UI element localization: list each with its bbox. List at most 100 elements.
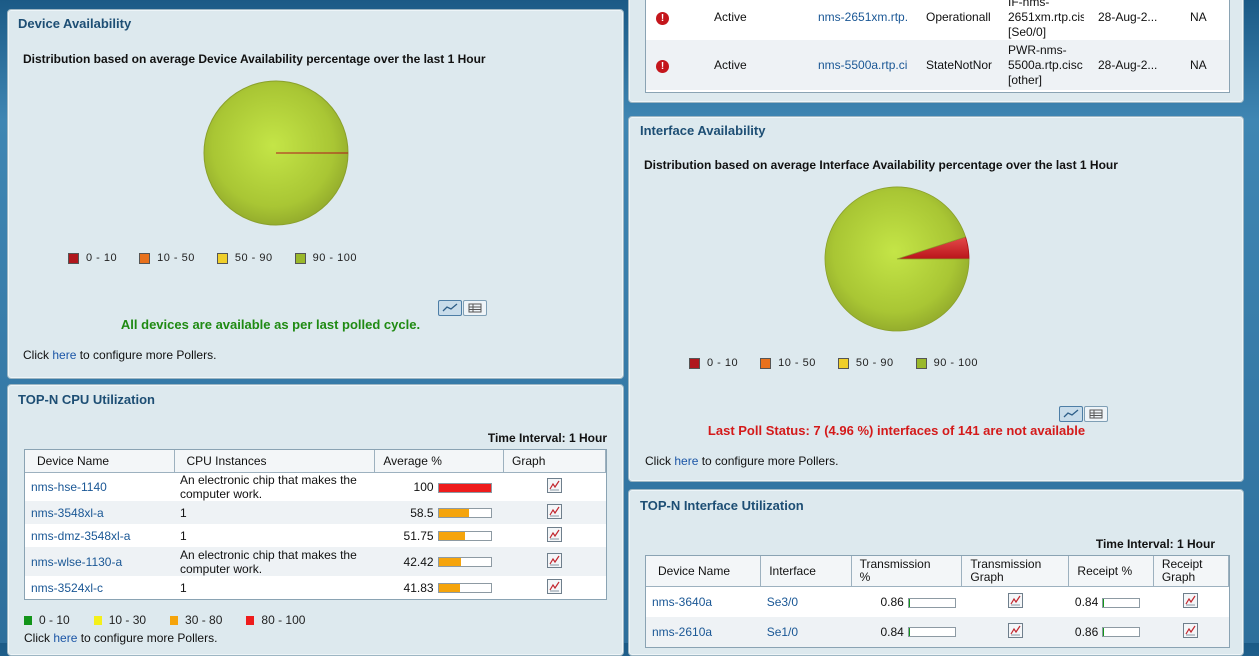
average-bar [438,583,492,593]
column-header[interactable]: Interface [761,556,851,587]
cpu-time-interval: Time Interval: 1 Hour [488,431,607,445]
column-header[interactable]: Device Name [646,556,761,587]
device-name-link[interactable]: nms-hse-1140 [25,473,174,502]
average-cell: 41.83 [375,576,504,599]
alarm-status: Active [708,40,812,90]
legend-swatch [246,616,254,625]
graph-icon[interactable] [547,553,562,568]
alarm-name: Operationall [920,0,1002,40]
column-header-line: % [860,571,954,584]
severity-cell: ! [646,0,708,40]
device-name-link[interactable]: nms-2610a [646,617,761,647]
view-toggle [1059,406,1108,422]
table-row: nms-3524xl-c 1 41.83 [25,576,606,599]
cpu-instance-line: 1 [180,506,369,520]
table-view-icon[interactable] [1084,406,1108,422]
configure-pollers-link[interactable]: here [52,348,76,362]
cpu-instance-line: An electronic chip that makes the [180,548,369,562]
legend-swatch [170,616,178,625]
cpu-instance-line: 1 [180,581,369,595]
average-cell: 42.42 [375,547,504,576]
average-bar-fill [439,584,461,592]
device-name-link[interactable]: nms-3640a [646,587,761,617]
alarm-device-link[interactable]: nms-2651xm.rtp. [812,0,920,40]
column-header[interactable]: CPU Instances [174,450,375,473]
legend-item: 10 - 50 [760,357,816,369]
table-view-icon[interactable] [463,300,487,316]
cpu-utilization-panel: TOP-N CPU Utilization Time Interval: 1 H… [7,384,624,656]
alarm-ack: NA [1184,0,1229,40]
legend-swatch [139,253,150,264]
legend-swatch [94,616,102,625]
cpu-legend: 0 - 10 10 - 30 30 - 80 80 - 100 [24,613,329,627]
device-availability-pie [201,78,351,228]
device-availability-footer: Click here to configure more Pollers. [23,348,216,362]
interface-name-link[interactable]: Se1/0 [761,617,851,647]
legend-label: 0 - 10 [86,252,117,264]
interface-name-link[interactable]: Se3/0 [761,587,851,617]
column-header[interactable]: Device Name [25,450,174,473]
column-header[interactable]: Graph [504,450,606,473]
transmission-bar [908,598,956,608]
legend-item: 0 - 10 [24,613,70,627]
graph-cell [504,576,606,599]
average-bar-fill [439,509,469,517]
legend-swatch [68,253,79,264]
column-header-line: Graph [970,571,1060,584]
device-name-link[interactable]: nms-3548xl-a [25,501,174,524]
device-name-link[interactable]: nms-dmz-3548xl-a [25,524,174,547]
average-bar-fill [439,558,461,566]
graph-icon[interactable] [547,579,562,594]
table-row: nms-3548xl-a 1 58.5 [25,501,606,524]
receipt-bar [1102,598,1140,608]
interface-availability-footer: Click here to configure more Pollers. [645,454,838,468]
transmission-cell: 0.84 [851,617,962,647]
alarm-device-link[interactable]: nms-5500a.rtp.ci [812,40,920,90]
column-header[interactable]: Transmission% [851,556,962,587]
column-header[interactable]: Average % [375,450,504,473]
chart-view-icon[interactable] [438,300,462,316]
graph-icon[interactable] [547,504,562,519]
graph-icon[interactable] [1008,593,1023,608]
configure-pollers-link[interactable]: here [674,454,698,468]
legend-item: 30 - 80 [170,613,222,627]
interface-availability-panel: Interface Availability Distribution base… [628,116,1244,482]
cpu-instance-line: computer work. [180,562,369,576]
device-name-link[interactable]: nms-wlse-1130-a [25,547,174,576]
average-value: 51.75 [404,529,434,543]
alarm-ack: NA [1184,40,1229,90]
column-header[interactable]: Receipt % [1069,556,1153,587]
receipt-value: 0.86 [1075,625,1098,639]
chart-view-icon[interactable] [1059,406,1083,422]
interface-availability-pie [822,184,972,334]
graph-icon[interactable] [1008,623,1023,638]
average-bar-fill [439,532,466,540]
legend-item: 10 - 30 [94,613,146,627]
footer-suffix: to configure more Pollers. [698,454,838,468]
view-toggle [438,300,487,316]
graph-cell [504,524,606,547]
receipt-graph-cell [1153,617,1228,647]
alarm-component-line: [other] [1008,73,1084,88]
average-value: 58.5 [410,506,433,520]
legend-swatch [217,253,228,264]
legend-item: 50 - 90 [838,357,894,369]
average-value: 41.83 [404,581,434,595]
graph-icon[interactable] [547,478,562,493]
graph-icon[interactable] [547,527,562,542]
graph-icon[interactable] [1183,593,1198,608]
legend-label: 0 - 10 [39,613,70,627]
cpu-utilization-title: TOP-N CPU Utilization [18,392,155,407]
legend-label: 80 - 100 [261,613,305,627]
device-name-link[interactable]: nms-3524xl-c [25,576,174,599]
graph-icon[interactable] [1183,623,1198,638]
